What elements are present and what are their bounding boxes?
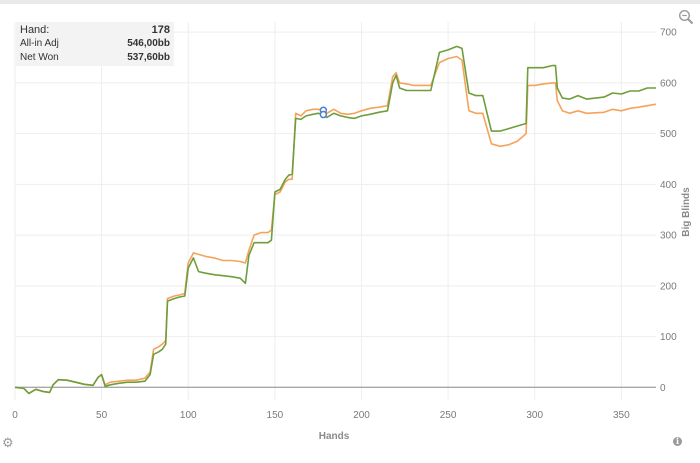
tooltip-allin-label: All-in Adj — [20, 38, 59, 49]
info-icon[interactable]: i — [673, 437, 682, 446]
x-tick-labels: 0 50 100 150 200 250 300 350 — [12, 410, 630, 421]
tooltip-hand-label: Hand: — [20, 24, 50, 36]
hover-tooltip: Hand: 178 All-in Adj 546,00bb Net Won 53… — [16, 22, 174, 66]
magnifier-icon[interactable] — [678, 9, 694, 25]
series-line-allin-adj — [14, 55, 657, 395]
tooltip-hand-value: 178 — [151, 24, 170, 36]
x-tick-label: 150 — [267, 410, 284, 421]
y-tick-label: 400 — [660, 180, 677, 191]
x-tick-label: 350 — [613, 410, 630, 421]
y-tick-label: 300 — [660, 231, 677, 242]
x-axis-title: Hands — [319, 431, 350, 442]
tooltip-netwon-value: 537,60bb — [127, 52, 170, 63]
x-tick-label: 50 — [96, 410, 108, 421]
tooltip-allin-value: 546,00bb — [127, 38, 170, 49]
y-tick-label: 200 — [660, 281, 677, 292]
x-tick-label: 0 — [12, 410, 18, 421]
series-lines — [14, 45, 657, 395]
grid-lines — [14, 22, 656, 400]
x-tick-label: 100 — [180, 410, 197, 421]
marker-net-won — [319, 110, 328, 119]
x-tick-label: 200 — [353, 410, 370, 421]
y-tick-label: 600 — [660, 78, 677, 89]
hover-markers — [319, 106, 328, 119]
tooltip-allin-row: All-in Adj 546,00bb — [20, 37, 170, 51]
series-line-net-won — [14, 45, 656, 395]
y-tick-label: 100 — [660, 332, 677, 343]
y-tick-labels: 0 100 200 300 400 500 600 700 — [660, 28, 677, 394]
x-tick-label: 300 — [526, 410, 543, 421]
y-axis-title: Big Blinds — [681, 187, 692, 237]
tooltip-hand-row: Hand: 178 — [20, 23, 170, 37]
gear-icon[interactable]: ⚙ — [2, 435, 14, 450]
tooltip-netwon-label: Net Won — [20, 52, 59, 63]
top-border — [0, 0, 700, 4]
x-tick-label: 250 — [440, 410, 457, 421]
y-tick-label: 500 — [660, 129, 677, 140]
tooltip-netwon-row: Net Won 537,60bb — [20, 51, 170, 65]
y-tick-label: 0 — [660, 383, 666, 394]
y-tick-label: 700 — [660, 28, 677, 39]
